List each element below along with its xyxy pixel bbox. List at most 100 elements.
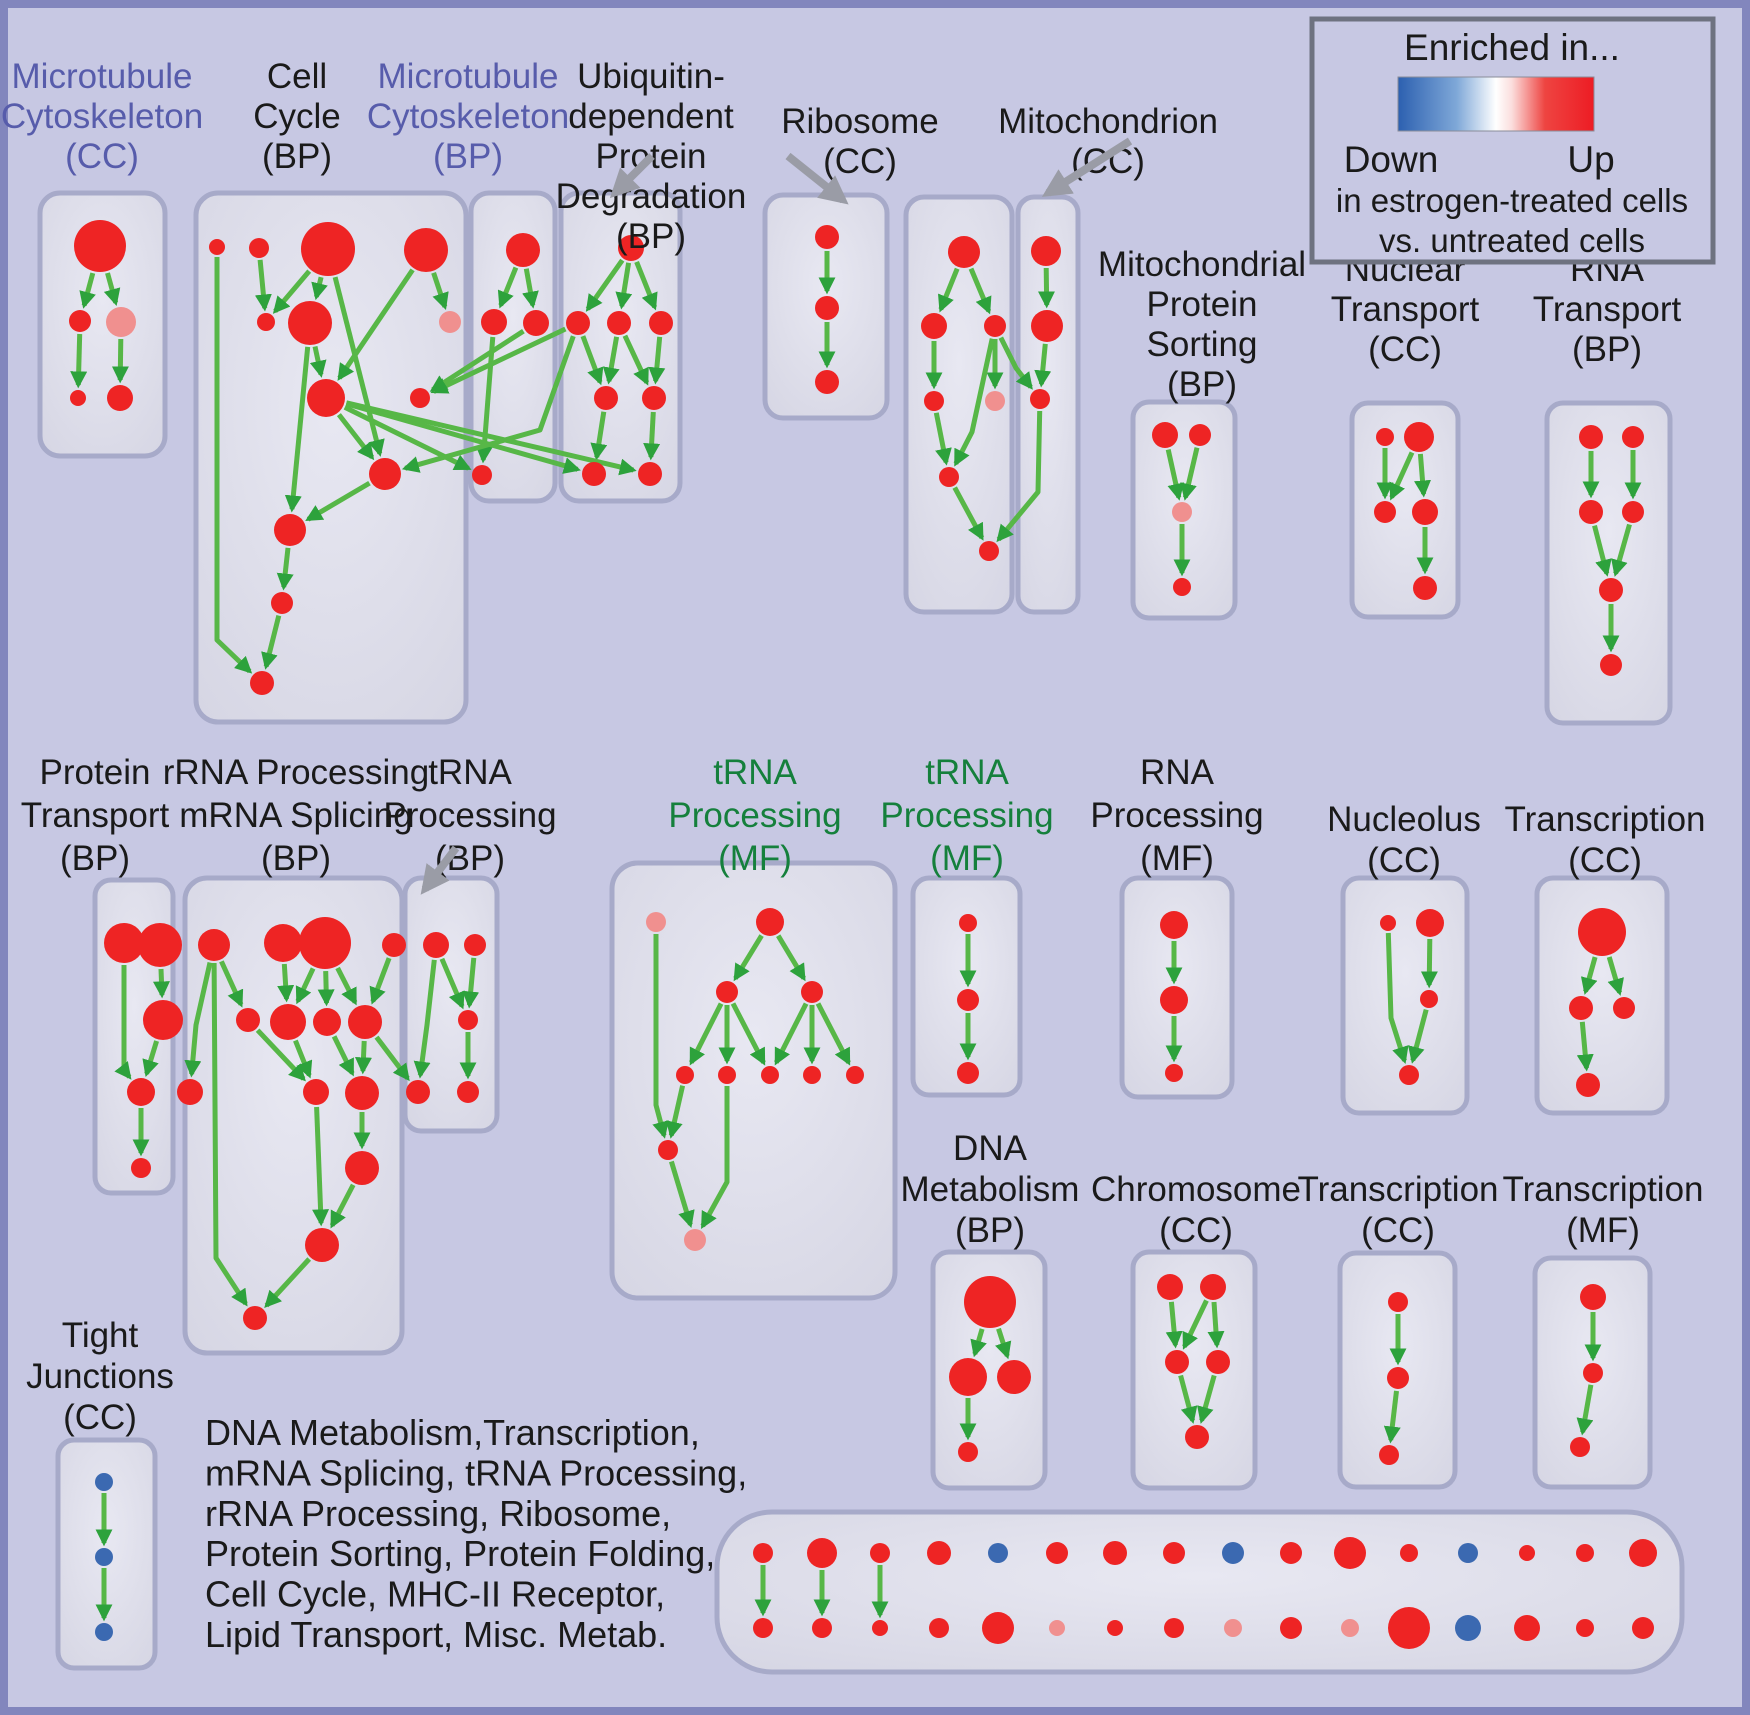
node-rp1	[1160, 911, 1188, 939]
edge-rr12-rr13	[329, 1183, 356, 1229]
group-label-transcription-cc-upper: Transcription (CC)	[1505, 800, 1706, 880]
edge-rr3-rr6	[295, 967, 316, 1005]
edge-mb2-mb4	[475, 336, 496, 464]
node-pd1	[815, 225, 839, 249]
group-label-microtubule-cytoskeleton-cc: Microtubule Cytoskeleton (CC)	[1, 57, 203, 176]
node-rr6	[270, 1004, 306, 1040]
node-tb1	[423, 932, 449, 958]
node-ms3	[1172, 502, 1192, 522]
grid-node-top-3	[870, 1543, 890, 1563]
node-ch1	[1157, 1274, 1183, 1300]
edge-cy4-cy8	[337, 268, 415, 381]
grid-node-bottom-15	[1576, 1619, 1594, 1637]
group-label-mitochondrion-cc: Mitochondrion (CC)	[998, 102, 1218, 181]
edge-ms2-ms3	[1180, 447, 1200, 501]
node-nt5	[1413, 576, 1437, 600]
legend-up-label: Up	[1567, 139, 1614, 180]
group-label-rrna-processing-mrna-splicing-bp: rRNA Processing mRNA Splicing (BP)	[163, 753, 429, 878]
node-tb5	[457, 1081, 479, 1103]
edge-rr1-rr5	[219, 960, 244, 1008]
node-tcb1	[1388, 1292, 1408, 1312]
edge-tca2-tca4	[1576, 1021, 1594, 1072]
edge-rt3-rt5	[1592, 524, 1612, 577]
group-label-trna-processing-mf-large: tRNA Processing (MF)	[668, 753, 841, 878]
edge-dm1-dm2	[970, 1328, 987, 1358]
edge-rr1-rr9	[184, 962, 213, 1078]
node-dm1	[964, 1276, 1016, 1328]
grid-node-bottom-12	[1388, 1607, 1430, 1649]
edge-ch2-ch3	[1182, 1299, 1209, 1350]
node-cy11	[274, 514, 306, 546]
node-rt6	[1600, 654, 1622, 676]
group-label-ribosome-cc: Ribosome (CC)	[781, 102, 939, 181]
grid-node-bottom-1	[753, 1618, 773, 1638]
node-cy9	[410, 388, 430, 408]
node-rb5	[985, 391, 1005, 411]
edge-rb1-rb3	[968, 267, 992, 315]
node-dm3	[997, 1360, 1031, 1394]
node-ub2	[566, 311, 590, 335]
miscellaneous-terms-caption: DNA Metabolism,Transcription, mRNA Splici…	[205, 1412, 747, 1655]
edge-ub3-ub5	[602, 336, 620, 385]
edge-tca1-tca2	[1580, 956, 1598, 995]
node-tb2	[464, 934, 486, 956]
node-rr7	[313, 1008, 341, 1036]
node-cy10	[369, 458, 401, 490]
group-label-rna-processing-mf: RNA Processing (MF)	[1090, 753, 1263, 878]
group-label-trna-processing-mf-small: tRNA Processing (MF)	[880, 753, 1053, 878]
node-cy1	[209, 239, 225, 255]
node-rt2	[1622, 426, 1644, 448]
edge-mc1-mc3	[103, 272, 121, 306]
edge-tca1-tca3	[1606, 956, 1624, 996]
group-label-chromosome-cc: Chromosome (CC)	[1091, 1170, 1301, 1250]
group-box-chromosome-cc	[1130, 1249, 1258, 1491]
edge-mc3-mc5	[111, 338, 129, 384]
grid-node-bottom-2	[812, 1618, 832, 1638]
trna-bp-label-arrow-icon	[420, 845, 460, 895]
node-cy12	[271, 592, 293, 614]
node-rr14	[243, 1306, 267, 1330]
grid-node-bottom-10	[1280, 1617, 1302, 1639]
ubiquitin-label-arrow-right-icon	[785, 152, 849, 205]
grid-node-top-6	[1046, 1542, 1068, 1564]
grid-node-bottom-16	[1632, 1617, 1654, 1639]
node-rt5	[1599, 578, 1623, 602]
edge-ch2-ch4	[1207, 1301, 1225, 1349]
node-rt3	[1579, 500, 1603, 524]
edge-cy12-cy13	[261, 614, 282, 670]
node-tca4	[1576, 1073, 1600, 1097]
node-rr3	[299, 917, 351, 969]
node-mi1	[1031, 236, 1061, 266]
node-tm9	[846, 1066, 864, 1084]
node-rr4	[382, 933, 406, 957]
node-nt3	[1374, 501, 1396, 523]
group-box-transcription-cc-upper	[1534, 875, 1670, 1116]
node-ch2	[1200, 1274, 1226, 1300]
edge-rr1-rr14	[211, 962, 248, 1307]
edge-cy8-ub7	[345, 401, 581, 474]
node-mb1	[506, 233, 540, 267]
edge-cy11-cy12	[276, 547, 294, 591]
node-pd2	[815, 296, 839, 320]
node-rr10	[303, 1079, 329, 1105]
group-box-miscellaneous-terms	[714, 1509, 1685, 1675]
ubiquitin-label-arrow-left-icon	[609, 153, 655, 199]
grid-node-bottom-11	[1341, 1619, 1359, 1637]
edge-tb1-tb3	[439, 957, 465, 1010]
edge-rr13-rr14	[264, 1257, 312, 1309]
edge-ub1-ub4	[634, 260, 658, 311]
grid-node-top-7	[1103, 1541, 1127, 1565]
edge-nu1-nu4	[1385, 932, 1409, 1064]
edge-cy10-cy11	[305, 480, 371, 522]
grid-node-top-1	[753, 1543, 773, 1563]
edge-tmf2-tmf3	[1576, 1384, 1594, 1436]
node-tca2	[1569, 996, 1593, 1020]
node-ub1	[618, 235, 644, 261]
edge-rb6-rb7	[952, 486, 985, 541]
edge-cy6-cy11	[284, 346, 311, 513]
node-mc1	[74, 220, 126, 272]
edge-ch1-ch3	[1165, 1301, 1183, 1349]
edge-rb3-mi3	[998, 336, 1033, 390]
